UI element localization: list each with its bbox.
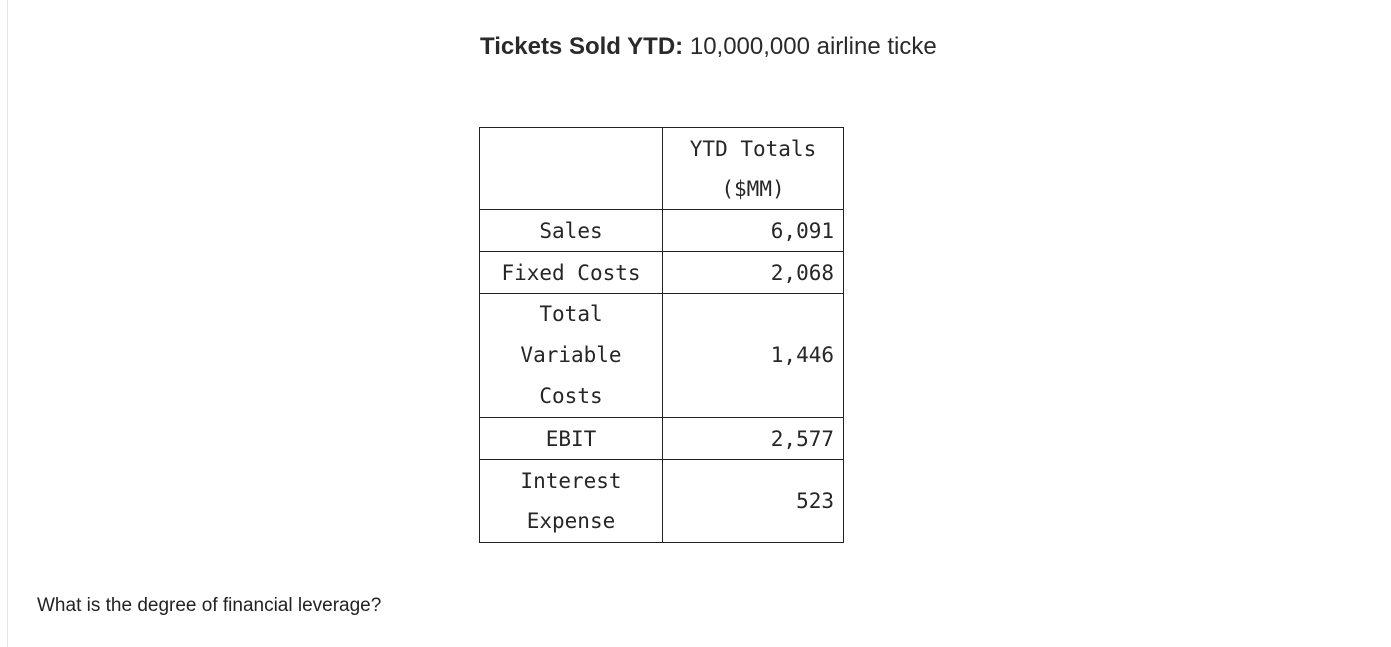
row-label-line: Costs — [539, 384, 603, 408]
row-value-total-variable-costs: 1,446 — [662, 293, 844, 418]
table-row-total-variable-costs: Total Variable Costs 1,446 — [479, 293, 844, 418]
tickets-sold-label: Tickets Sold YTD: — [480, 33, 684, 60]
table-header-row: YTD Totals ($MM) — [479, 127, 844, 210]
table-row-interest-expense: Interest Expense 523 — [479, 459, 844, 543]
row-label-line: Interest — [520, 469, 622, 493]
row-label-line: Variable — [520, 343, 622, 367]
table-row-sales: Sales 6,091 — [479, 209, 844, 252]
table-header-ytd-totals: YTD Totals ($MM) — [662, 127, 844, 210]
ytd-totals-table: YTD Totals ($MM) Sales 6,091 Fixed Costs… — [479, 127, 844, 543]
row-label-line: Total — [539, 302, 603, 326]
row-label-ebit: EBIT — [479, 417, 663, 460]
row-label-sales: Sales — [479, 209, 663, 252]
row-value-sales: 6,091 — [662, 209, 844, 252]
table-header-empty-cell — [479, 127, 663, 210]
row-label-line: Expense — [526, 509, 616, 533]
table-row-fixed-costs: Fixed Costs 2,068 — [479, 251, 844, 294]
content-frame — [7, 0, 1391, 647]
row-value-fixed-costs: 2,068 — [662, 251, 844, 294]
row-label-interest-expense: Interest Expense — [479, 459, 663, 543]
table-header-line-2: ($MM) — [721, 177, 785, 201]
table-row-ebit: EBIT 2,577 — [479, 417, 844, 460]
row-value-ebit: 2,577 — [662, 417, 844, 460]
table-header-line-1: YTD Totals — [689, 137, 817, 161]
tickets-sold-value: 10,000,000 airline ticke — [689, 33, 937, 60]
tickets-sold-headline: Tickets Sold YTD: 10,000,000 airline tic… — [480, 32, 937, 62]
question-text: What is the degree of financial leverage… — [37, 595, 382, 616]
row-value-interest-expense: 523 — [662, 459, 844, 543]
row-label-total-variable-costs: Total Variable Costs — [479, 293, 663, 418]
row-label-fixed-costs: Fixed Costs — [479, 251, 663, 294]
